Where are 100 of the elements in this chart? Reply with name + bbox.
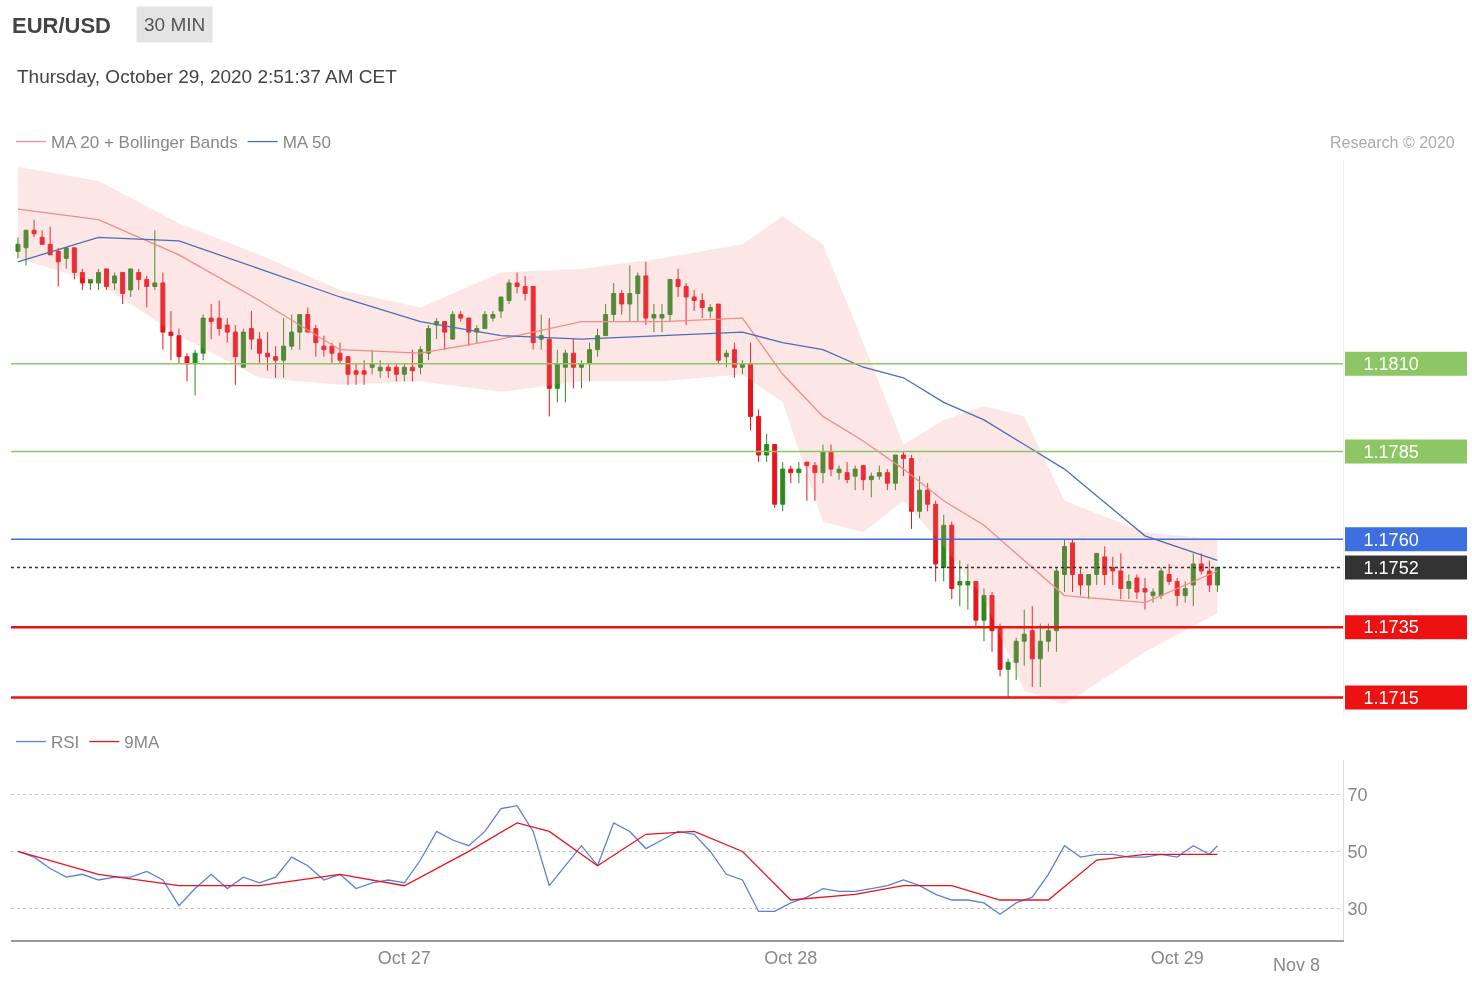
candlestick — [796, 461, 802, 484]
candlestick — [458, 310, 464, 323]
candlestick — [160, 271, 166, 351]
candlestick — [917, 475, 923, 519]
candlestick — [892, 454, 898, 491]
candlestick — [876, 465, 882, 481]
x-tick-label: Oct 28 — [764, 947, 818, 968]
candlestick — [1214, 566, 1220, 593]
candlestick — [587, 342, 592, 382]
candlestick — [643, 261, 649, 326]
candlestick — [579, 359, 584, 389]
candlestick — [1053, 566, 1059, 653]
candlestick — [909, 454, 914, 530]
candlestick — [369, 349, 375, 375]
candlestick — [184, 352, 190, 382]
candlestick — [442, 321, 448, 351]
candlestick — [1013, 637, 1019, 681]
candlestick — [87, 278, 93, 291]
candlestick — [812, 461, 818, 502]
candlestick — [788, 465, 794, 484]
y-tick-label: 1.1752 — [1363, 557, 1419, 578]
candlestick — [63, 247, 69, 270]
candlestick — [31, 219, 37, 238]
candlestick — [112, 271, 118, 291]
candlestick — [756, 408, 762, 463]
y-tick-label: 1.1760 — [1363, 529, 1419, 550]
candlestick — [570, 338, 576, 389]
candlestick — [39, 229, 45, 245]
candlestick — [933, 500, 939, 583]
candlestick — [957, 559, 963, 607]
candlestick — [450, 310, 456, 340]
candlestick — [55, 247, 61, 287]
candlestick — [168, 310, 174, 361]
candlestick — [313, 324, 319, 358]
candlestick — [683, 282, 689, 326]
candlestick — [297, 314, 303, 351]
candlestick — [707, 303, 713, 319]
candlestick — [1078, 566, 1084, 597]
candlestick — [868, 472, 874, 498]
y-tick-label: 1.1810 — [1363, 354, 1419, 375]
candlestick — [884, 468, 890, 491]
candlestick — [353, 363, 359, 386]
candlestick — [723, 349, 729, 368]
line-series — [17, 208, 1219, 604]
candlestick — [47, 226, 53, 256]
candlestick — [1118, 552, 1124, 600]
candlestick — [216, 300, 222, 337]
y-tick-label: 30 — [1347, 898, 1368, 919]
candlestick — [772, 444, 778, 509]
candlestick — [611, 282, 617, 323]
candlestick — [1005, 658, 1011, 698]
candlestick — [522, 275, 528, 302]
candlestick — [1094, 552, 1100, 586]
candlestick — [1045, 623, 1051, 653]
candlestick — [176, 328, 182, 365]
y-tick-label: 70 — [1347, 784, 1368, 805]
candlestick — [804, 461, 810, 502]
candlestick — [409, 349, 415, 382]
candlestick — [248, 310, 254, 351]
legend-label: 9MA — [124, 733, 160, 753]
candlestick — [136, 268, 142, 291]
candlestick — [144, 275, 150, 309]
candlestick — [385, 363, 391, 379]
x-tick-label: Oct 27 — [377, 947, 431, 968]
candlestick — [1126, 573, 1132, 600]
candlestick — [240, 328, 246, 368]
legend-label: MA 50 — [282, 133, 331, 153]
y-tick-label: 1.1715 — [1363, 687, 1419, 708]
candlestick — [15, 236, 21, 259]
candlestick — [764, 433, 770, 463]
candlestick — [1070, 538, 1075, 593]
candlestick — [281, 317, 287, 379]
candlestick — [200, 314, 206, 361]
candlestick — [79, 268, 85, 291]
candlestick — [128, 268, 134, 298]
legend-label: MA 20 + Bollinger Bands — [51, 133, 238, 153]
chart-title: EUR/USD — [12, 12, 112, 38]
candlestick — [675, 268, 681, 298]
candlestick — [627, 264, 633, 323]
candlestick — [1166, 563, 1172, 586]
candlestick — [619, 289, 625, 316]
legend-label: RSI — [51, 733, 80, 753]
candlestick — [925, 482, 931, 512]
candlestick — [554, 349, 560, 403]
candlestick — [71, 247, 77, 280]
candlestick — [852, 465, 858, 491]
candlestick — [1174, 577, 1180, 607]
candlestick — [1021, 609, 1027, 667]
text: 30 MIN — [144, 14, 206, 35]
candlestick — [941, 514, 947, 583]
candlestick — [466, 317, 472, 347]
candlestick — [546, 317, 552, 417]
candlestick — [1190, 552, 1196, 607]
candlestick — [748, 342, 753, 431]
candlestick — [538, 314, 544, 351]
candlestick — [981, 588, 987, 642]
candlestick — [731, 342, 737, 379]
candlestick — [965, 563, 971, 611]
y-tick-label: 50 — [1347, 841, 1368, 862]
candlestick — [289, 314, 295, 351]
